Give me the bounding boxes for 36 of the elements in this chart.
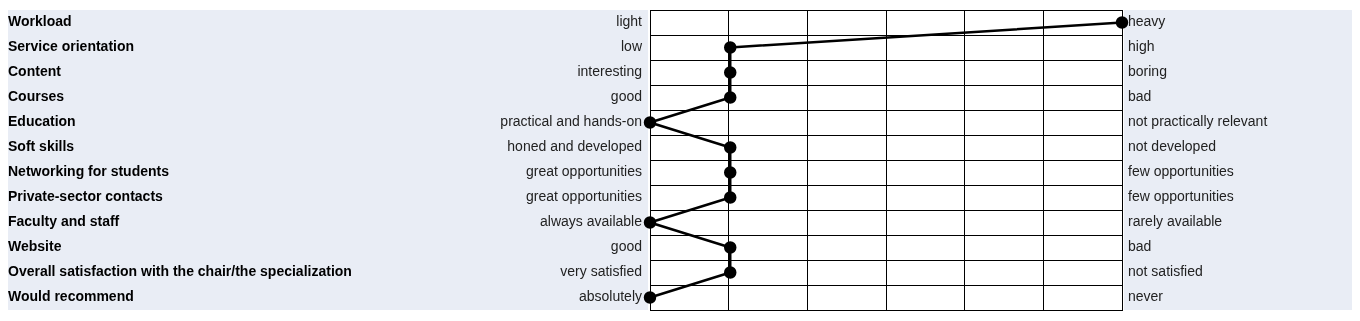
text: light xyxy=(616,13,643,30)
text: never xyxy=(1128,288,1164,305)
text: bad xyxy=(1128,88,1152,105)
y-tick-label: Networking for students xyxy=(8,163,170,180)
y-tick-label: Workload xyxy=(8,13,72,30)
text: great opportunities xyxy=(526,163,642,180)
text: great opportunities xyxy=(526,188,642,205)
text: very satisfied xyxy=(560,263,642,280)
y-tick-label: Soft skills xyxy=(8,138,75,155)
y-tick-label: Faculty and staff xyxy=(8,213,120,230)
text: boring xyxy=(1128,63,1167,80)
text: good xyxy=(610,88,642,105)
y-tick-label: Website xyxy=(8,238,62,255)
text: few opportunities xyxy=(1128,188,1234,205)
y-tick-label: Overall satisfaction with the chair/the specialization xyxy=(8,263,352,280)
text: not developed xyxy=(1128,138,1216,155)
text: not practically relevant xyxy=(1128,113,1268,130)
y-tick-label: Would recommend xyxy=(8,288,134,305)
text: practical and hands-on xyxy=(500,113,642,130)
text: always available xyxy=(540,213,643,230)
text: rarely available xyxy=(1128,213,1223,230)
text: bad xyxy=(1128,238,1152,255)
y-tick-label: Content xyxy=(8,63,62,80)
text: honed and developed xyxy=(507,138,642,155)
y-tick-label: Service orientation xyxy=(8,38,135,55)
y-tick-label: Private-sector contacts xyxy=(8,188,164,205)
y-tick-label: Education xyxy=(8,113,76,130)
text: absolutely xyxy=(578,288,642,305)
text: interesting xyxy=(577,63,642,80)
y-tick-label: Courses xyxy=(8,88,65,105)
text: heavy xyxy=(1128,13,1166,30)
text: few opportunities xyxy=(1128,163,1234,180)
text: good xyxy=(610,238,642,255)
text: high xyxy=(1128,38,1155,55)
text: low xyxy=(620,38,643,55)
text: not satisfied xyxy=(1128,263,1203,280)
